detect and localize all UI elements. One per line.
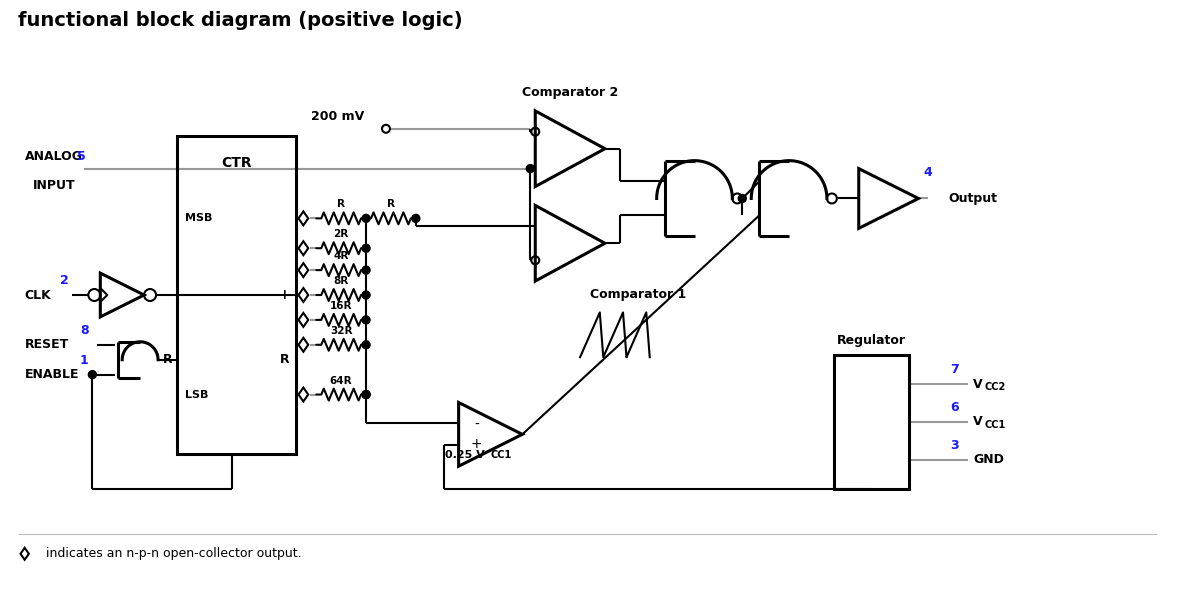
- Text: CC1: CC1: [490, 451, 511, 461]
- Text: MSB: MSB: [185, 213, 212, 224]
- Text: Comparator 2: Comparator 2: [522, 86, 618, 99]
- Bar: [176, 136, 296, 454]
- Text: R: R: [279, 353, 289, 366]
- Circle shape: [362, 244, 371, 252]
- Text: 6: 6: [951, 401, 959, 414]
- Text: GND: GND: [973, 453, 1004, 466]
- Circle shape: [362, 215, 371, 222]
- Bar: [834, 355, 908, 489]
- Text: ENABLE: ENABLE: [25, 368, 79, 381]
- Text: V: V: [973, 416, 983, 428]
- Text: 200 mV: 200 mV: [311, 110, 365, 123]
- Text: 4: 4: [924, 165, 932, 178]
- Text: CC2: CC2: [984, 382, 1005, 393]
- Text: 2: 2: [60, 274, 69, 287]
- Text: 4R: 4R: [334, 251, 349, 261]
- Text: 8R: 8R: [334, 276, 349, 286]
- Text: 1: 1: [81, 353, 89, 366]
- Text: 7: 7: [951, 364, 959, 377]
- Text: -: -: [474, 418, 480, 432]
- Text: LSB: LSB: [185, 390, 208, 400]
- Text: CLK: CLK: [25, 289, 51, 301]
- Text: 5: 5: [77, 149, 86, 162]
- Circle shape: [362, 291, 371, 299]
- Text: ANALOG: ANALOG: [25, 149, 83, 162]
- Text: 3: 3: [951, 439, 959, 452]
- Circle shape: [362, 341, 371, 349]
- Text: 0.25 V: 0.25 V: [445, 451, 484, 461]
- Text: Regulator: Regulator: [837, 334, 906, 347]
- Text: 16R: 16R: [330, 301, 353, 311]
- Text: indicates an n-p-n open-collector output.: indicates an n-p-n open-collector output…: [38, 547, 301, 560]
- Text: 2R: 2R: [334, 229, 349, 239]
- Text: R: R: [387, 199, 395, 209]
- Text: INPUT: INPUT: [33, 178, 76, 192]
- Text: Output: Output: [948, 192, 997, 205]
- Text: 8: 8: [81, 324, 89, 337]
- Circle shape: [362, 266, 371, 274]
- Text: R: R: [163, 353, 173, 366]
- Circle shape: [89, 371, 96, 378]
- Circle shape: [739, 195, 746, 202]
- Text: R: R: [337, 199, 346, 209]
- Circle shape: [362, 316, 371, 324]
- Circle shape: [412, 215, 420, 222]
- Text: RESET: RESET: [25, 338, 69, 351]
- Text: 32R: 32R: [330, 326, 353, 336]
- Text: V: V: [973, 378, 983, 391]
- Text: functional block diagram (positive logic): functional block diagram (positive logic…: [18, 11, 462, 30]
- Circle shape: [362, 391, 371, 398]
- Text: +: +: [471, 437, 482, 451]
- Text: CTR: CTR: [221, 156, 252, 170]
- Circle shape: [527, 165, 534, 173]
- Text: 64R: 64R: [330, 375, 353, 385]
- Text: Comparator 1: Comparator 1: [590, 288, 687, 301]
- Text: +: +: [278, 288, 290, 302]
- Text: CC1: CC1: [984, 420, 1005, 430]
- Circle shape: [362, 391, 371, 398]
